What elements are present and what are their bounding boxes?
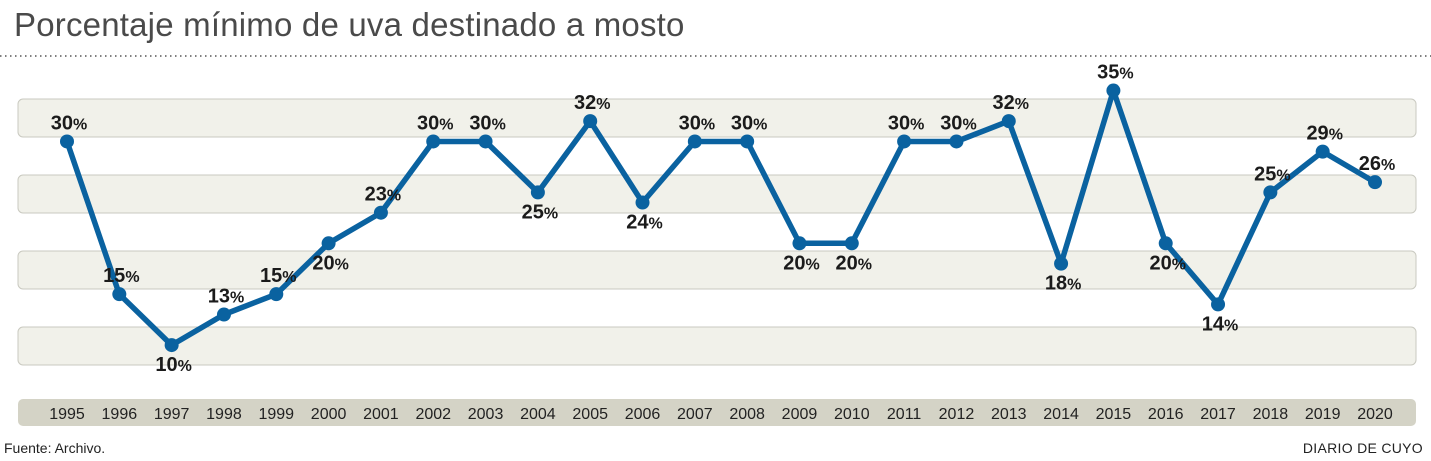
x-tick-label: 2015 (1096, 406, 1132, 423)
data-label: 30% (731, 112, 767, 134)
data-point (949, 134, 964, 149)
x-tick-label: 2003 (468, 406, 504, 423)
data-labels: 30% 15% 10% 13% 15% 20% 23% 30% 30% 25% 32% 24% 30% 3… (51, 62, 1395, 377)
data-label: 13% (208, 286, 244, 308)
x-tick-label: 2002 (415, 406, 451, 423)
x-tick-label: 2017 (1200, 406, 1236, 423)
x-tick-label: 2019 (1305, 406, 1341, 423)
data-point (216, 307, 231, 322)
data-point (1054, 256, 1069, 271)
data-label: 24% (626, 212, 662, 234)
data-label: 23% (365, 184, 401, 206)
series-line (64, 87, 1378, 348)
data-label: 30% (888, 112, 924, 134)
data-label: 32% (993, 92, 1029, 114)
data-label: 29% (1306, 123, 1342, 145)
x-tick-label: 2007 (677, 406, 713, 423)
data-point (792, 236, 807, 251)
data-point (426, 134, 441, 149)
data-label: 35% (1097, 62, 1133, 84)
data-point (844, 236, 859, 251)
data-point (321, 236, 336, 251)
data-point (373, 205, 388, 220)
x-tick-label: 2004 (520, 406, 556, 423)
data-point-markers (60, 83, 1382, 353)
data-point (687, 134, 702, 149)
x-tick-label: 2001 (363, 406, 399, 423)
x-tick-label: 2014 (1043, 406, 1079, 423)
grid-band-4 (17, 326, 1417, 366)
x-tick-label: 2009 (782, 406, 818, 423)
x-tick-label: 2016 (1148, 406, 1184, 423)
data-point (635, 195, 650, 210)
x-tick-label: 2013 (991, 406, 1027, 423)
data-label: 25% (1254, 163, 1290, 185)
data-point (583, 114, 598, 129)
grid-band-3 (17, 250, 1417, 290)
x-tick-label: 2000 (311, 406, 347, 423)
data-point (478, 134, 493, 149)
data-label: 14% (1202, 313, 1238, 335)
data-point (1211, 297, 1226, 312)
data-label: 30% (940, 112, 976, 134)
data-point (1263, 185, 1278, 200)
x-tick-label: 2011 (887, 406, 922, 423)
x-tick-label: 2006 (625, 406, 661, 423)
x-tick-label: 2020 (1357, 406, 1393, 423)
data-label: 25% (522, 201, 558, 223)
data-point (1315, 144, 1330, 159)
x-tick-label: 1997 (154, 406, 190, 423)
data-point (1368, 175, 1382, 190)
data-label: 20% (783, 252, 819, 274)
data-label: 30% (51, 112, 87, 134)
data-label: 30% (679, 112, 715, 134)
data-label: 30% (417, 112, 453, 134)
data-point (1001, 114, 1016, 129)
data-point (60, 134, 74, 149)
data-label: 30% (469, 112, 505, 134)
data-label: 20% (312, 252, 348, 274)
x-tick-label: 1999 (258, 406, 294, 423)
x-axis-band (18, 399, 1416, 426)
data-label: 26% (1359, 153, 1395, 175)
x-tick-label: 1998 (206, 406, 242, 423)
x-axis-tick-labels: 1995 1996 1997 1998 1999 2000 2001 2002 2003 2004… (49, 406, 1393, 423)
x-tick-label: 2018 (1253, 406, 1289, 423)
data-point (897, 134, 912, 149)
source-note: Fuente: Archivo. (4, 440, 106, 456)
data-label: 15% (260, 265, 296, 287)
x-tick-label: 2010 (834, 406, 870, 423)
data-label: 20% (836, 252, 872, 274)
data-label: 15% (103, 265, 139, 287)
publisher-credit: DIARIO DE CUYO (1302, 440, 1423, 456)
data-label: 10% (155, 354, 191, 376)
data-point (269, 287, 284, 302)
data-point (740, 134, 755, 149)
x-tick-label: 1996 (102, 406, 138, 423)
data-label: 32% (574, 92, 610, 114)
data-point (1158, 236, 1173, 251)
x-tick-label: 1995 (49, 406, 85, 423)
data-point (164, 338, 179, 353)
chart-title: Porcentaje mínimo de uva destinado a mos… (14, 6, 685, 43)
x-tick-label: 2012 (939, 406, 975, 423)
x-tick-label: 2005 (572, 406, 608, 423)
data-label: 20% (1149, 252, 1185, 274)
grid-band-2 (17, 174, 1417, 214)
data-point (112, 287, 127, 302)
x-tick-label: 2008 (729, 406, 765, 423)
grid-band-1 (17, 98, 1417, 138)
data-point (530, 185, 545, 200)
data-point (1106, 83, 1121, 98)
data-label: 18% (1045, 273, 1081, 295)
